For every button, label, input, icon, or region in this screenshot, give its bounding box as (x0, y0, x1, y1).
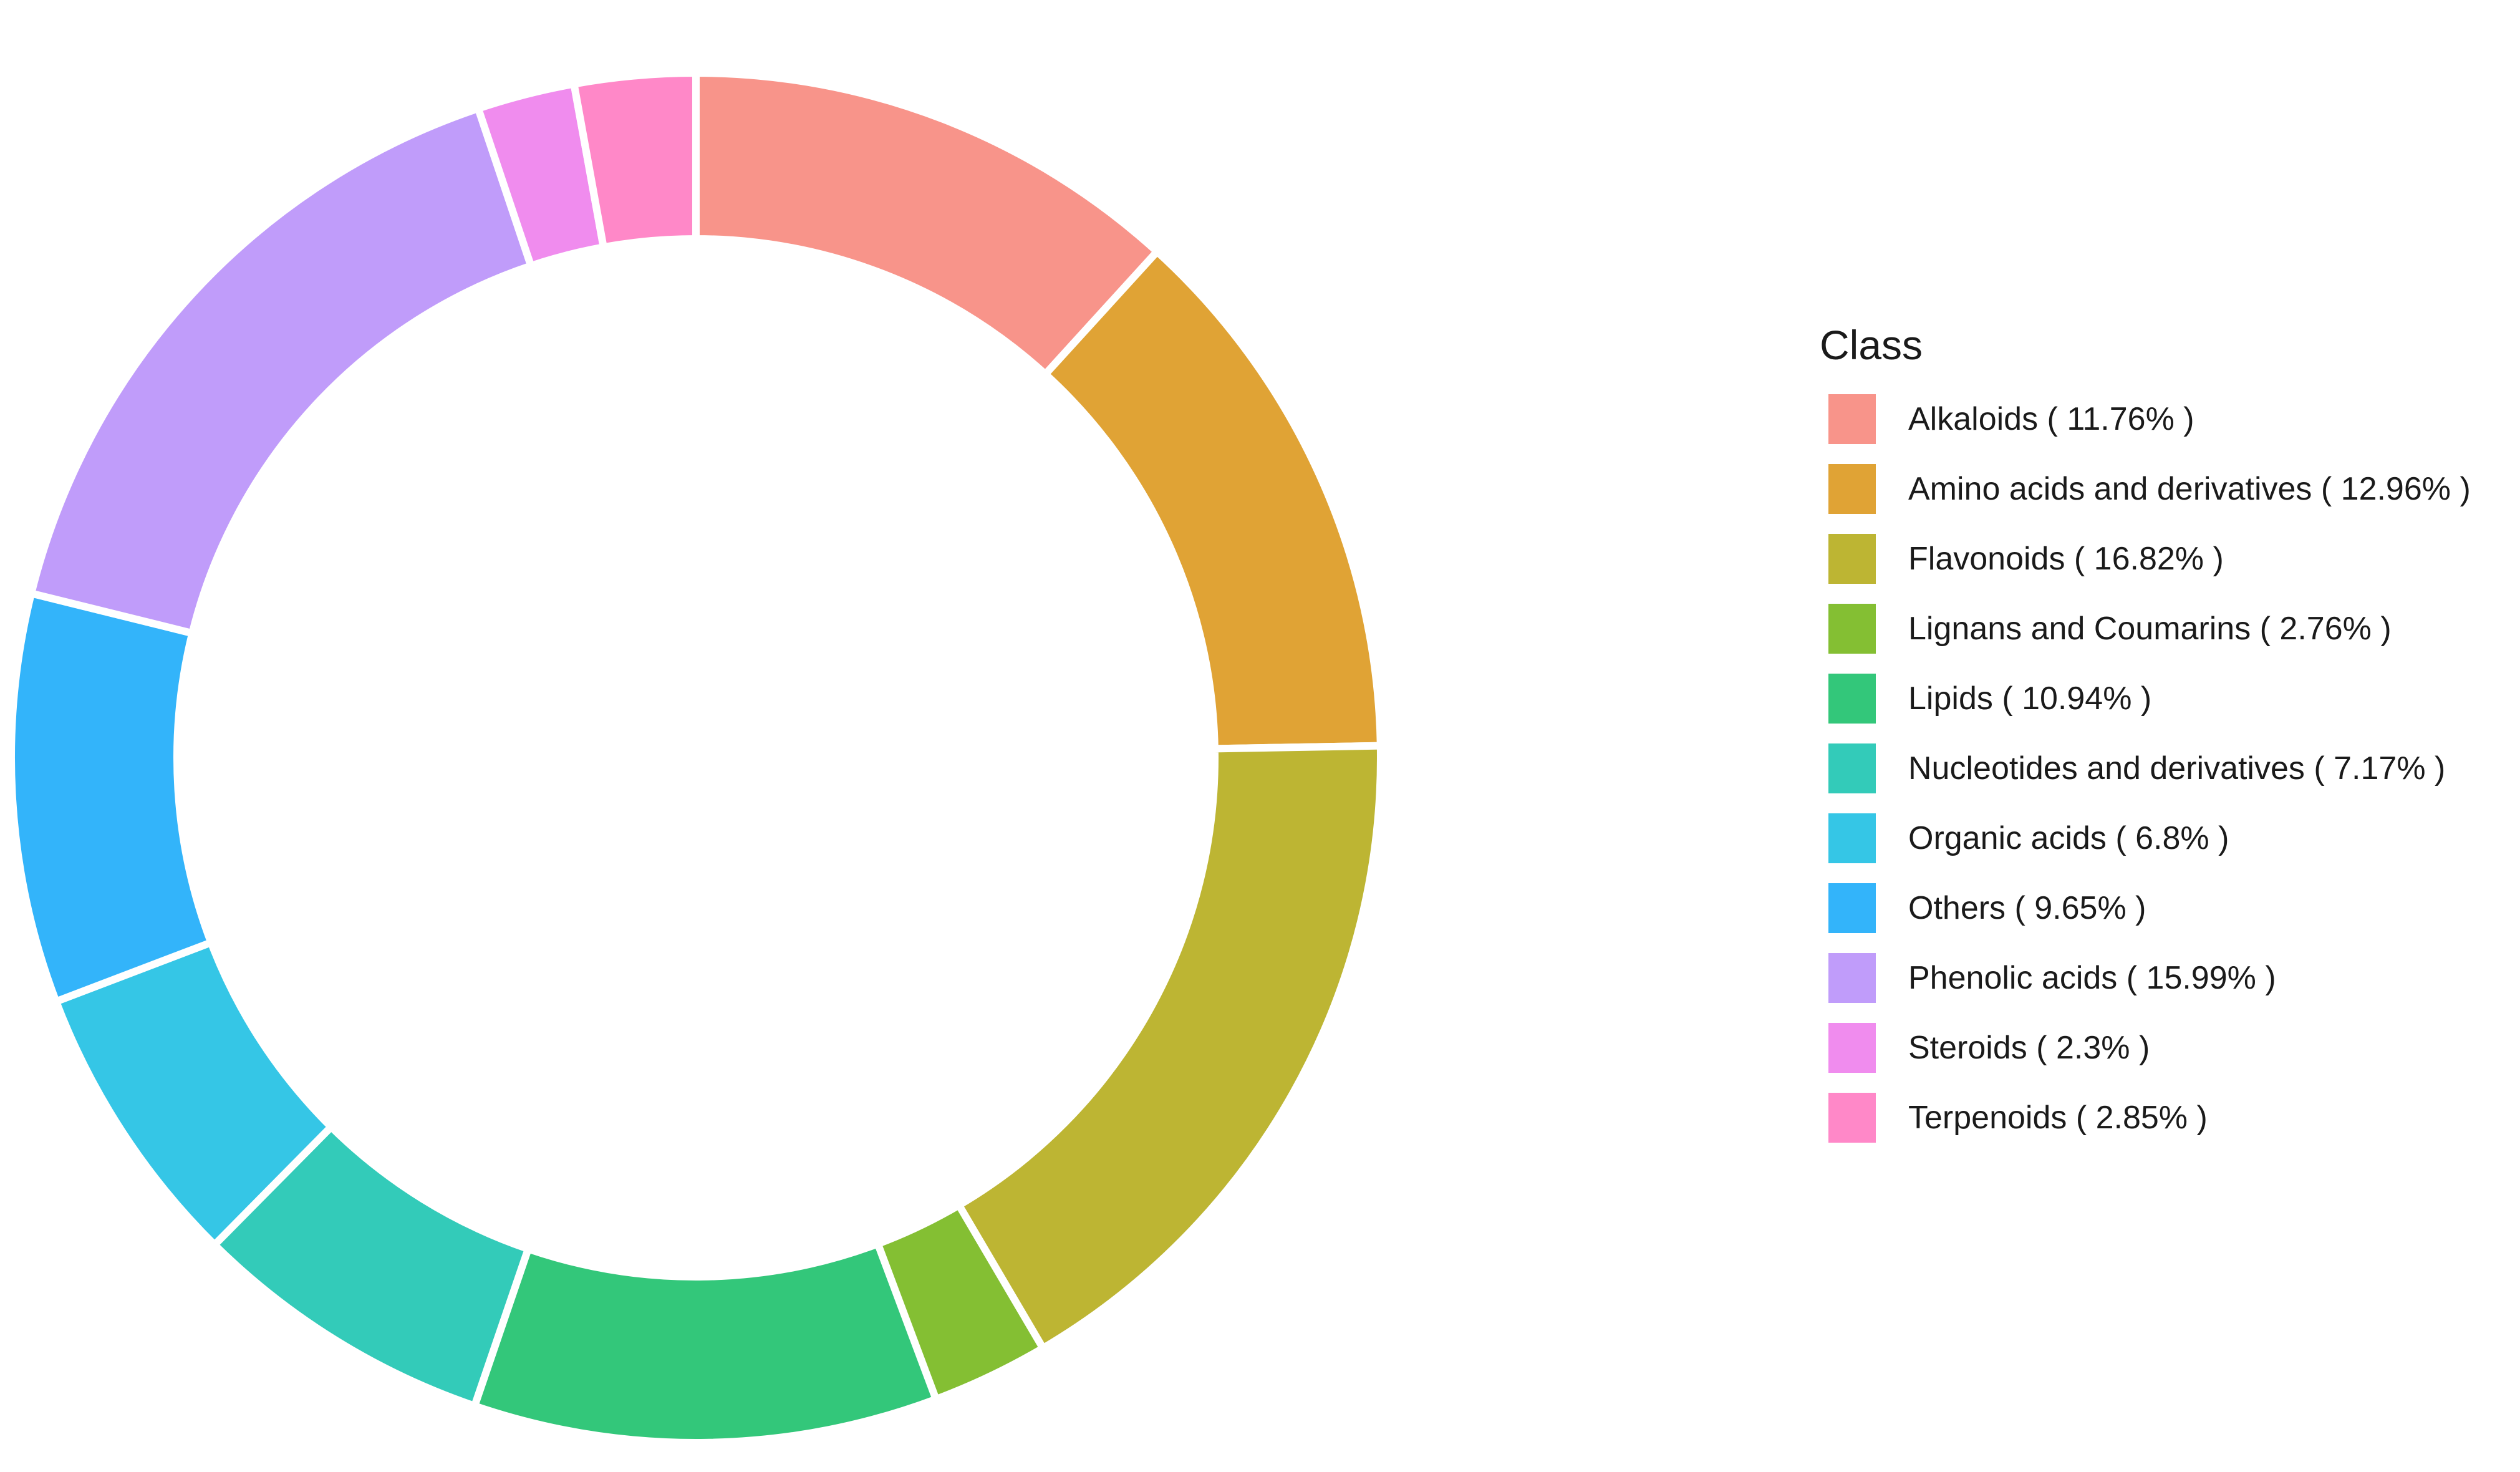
donut-chart (7, 69, 1384, 1446)
legend-label: Organic acids ( 6.8% ) (1908, 820, 2229, 856)
legend-item: Nucleotides and derivatives ( 7.17% ) (1820, 734, 2471, 803)
legend-swatch (1828, 394, 1876, 444)
legend-label: Lignans and Coumarins ( 2.76% ) (1908, 611, 2392, 647)
donut-slices (7, 69, 1384, 1446)
donut-slice-2 (953, 742, 1384, 1353)
donut-slice-4 (470, 1239, 941, 1446)
legend-label: Others ( 9.65% ) (1908, 890, 2146, 926)
legend-label: Lipids ( 10.94% ) (1908, 680, 2152, 717)
legend-item: Lignans and Coumarins ( 2.76% ) (1820, 594, 2471, 664)
legend-label: Phenolic acids ( 15.99% ) (1908, 960, 2276, 996)
legend-swatch (1828, 743, 1876, 793)
legend-swatch (1828, 813, 1876, 863)
legend-label: Alkaloids ( 11.76% ) (1908, 401, 2194, 437)
legend-swatch (1828, 1093, 1876, 1143)
donut-slice-10 (569, 69, 700, 252)
legend-item: Alkaloids ( 11.76% ) (1820, 384, 2471, 454)
legend-item: Organic acids ( 6.8% ) (1820, 803, 2471, 873)
legend-label: Steroids ( 2.3% ) (1908, 1030, 2150, 1066)
legend-swatch (1828, 953, 1876, 1003)
legend-swatch (1828, 883, 1876, 933)
legend-item: Steroids ( 2.3% ) (1820, 1013, 2471, 1083)
legend-swatch (1828, 534, 1876, 584)
legend-swatch (1828, 674, 1876, 724)
donut-slice-1 (1040, 246, 1384, 753)
legend-title: Class (1820, 322, 1923, 368)
legend-swatch (1828, 604, 1876, 654)
legend-label: Nucleotides and derivatives ( 7.17% ) (1908, 750, 2446, 787)
legend-item: Flavonoids ( 16.82% ) (1820, 524, 2471, 594)
legend-swatch (1828, 1023, 1876, 1073)
legend: Class Alkaloids ( 11.76% ) Amino acids an… (1820, 324, 2471, 1153)
donut-slice-8 (26, 104, 536, 638)
legend-item: Phenolic acids ( 15.99% ) (1820, 943, 2471, 1013)
donut-slice-7 (7, 589, 216, 1007)
legend-swatch (1828, 464, 1876, 514)
legend-item: Lipids ( 10.94% ) (1820, 664, 2471, 734)
legend-item: Amino acids and derivatives ( 12.96% ) (1820, 454, 2471, 524)
legend-item: Terpenoids ( 2.85% ) (1820, 1083, 2471, 1153)
legend-items: Alkaloids ( 11.76% ) Amino acids and deri… (1820, 384, 2471, 1153)
legend-item: Others ( 9.65% ) (1820, 873, 2471, 943)
legend-label: Terpenoids ( 2.85% ) (1908, 1100, 2208, 1136)
legend-label: Flavonoids ( 16.82% ) (1908, 541, 2224, 577)
legend-label: Amino acids and derivatives ( 12.96% ) (1908, 471, 2471, 507)
